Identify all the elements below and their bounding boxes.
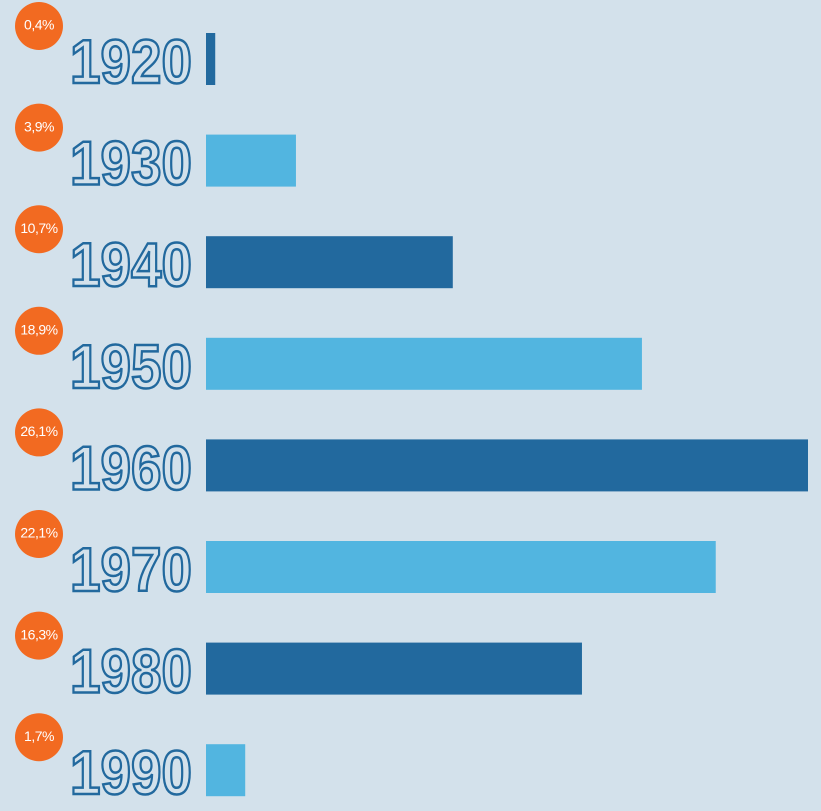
year-label: 1940 [70, 231, 192, 300]
year-label: 1920 [70, 28, 192, 97]
year-label: 1970 [70, 536, 192, 605]
value-badge [15, 510, 63, 558]
bar [206, 337, 642, 390]
year-label: 1960 [70, 434, 192, 503]
value-badge [15, 2, 63, 50]
bar [206, 439, 808, 492]
value-badge [15, 408, 63, 457]
value-label: 3,9% [24, 118, 54, 134]
year-label: 1980 [70, 638, 192, 707]
bar [206, 236, 453, 289]
bar [206, 744, 246, 797]
value-label: 16,3% [20, 626, 57, 642]
value-label: 1,7% [24, 728, 54, 744]
year-label: 1990 [70, 739, 192, 808]
value-badge [15, 205, 63, 254]
value-badge [15, 611, 63, 660]
year-label: 1950 [70, 333, 192, 402]
value-label: 22,1% [20, 525, 57, 541]
bar [206, 642, 582, 695]
value-badge [15, 306, 63, 355]
bar [206, 134, 296, 187]
year-label: 1930 [70, 130, 192, 199]
value-label: 26,1% [20, 423, 57, 439]
value-label: 10,7% [20, 220, 57, 236]
value-label: 0,4% [24, 17, 54, 33]
bar [206, 541, 716, 593]
value-badge [15, 713, 63, 762]
bar [206, 33, 216, 85]
value-badge [15, 103, 63, 152]
value-label: 18,9% [20, 322, 57, 338]
